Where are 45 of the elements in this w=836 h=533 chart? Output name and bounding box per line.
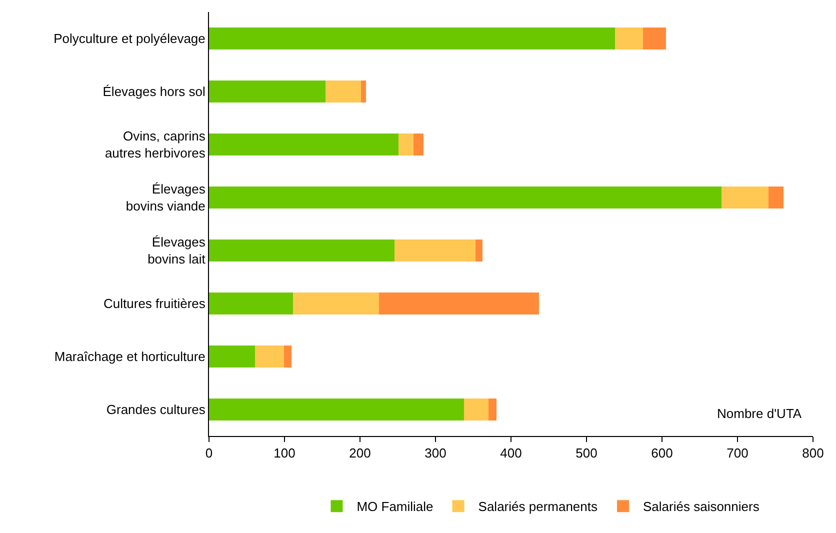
bar [209,27,616,50]
x-tick-label: 800 [802,446,824,461]
bar [476,239,482,262]
bar [394,239,476,262]
bar [768,186,784,209]
bar [209,80,326,103]
y-tick-label: Maraîchage et horticulture [54,349,206,364]
bar [414,133,424,156]
x-tick-label: 500 [576,446,598,461]
bar [643,27,666,50]
legend-label: Salariés permanents [478,499,598,514]
y-tick-label: Élevages hors sol [102,84,206,100]
bar [722,186,768,209]
bar [209,133,399,156]
y-tick-label: Grandes cultures [106,402,206,418]
y-tick-label: Cultures fruitières [104,296,206,312]
bar [464,398,488,421]
x-tick-label: 700 [726,446,748,461]
x-tick-label: 100 [274,446,296,461]
x-tick-label: 300 [424,446,446,461]
legend-label: Salariés saisonniers [643,499,760,514]
y-tick-label: Ovins, caprins autres herbivores [104,128,206,160]
bar [378,292,539,315]
bar [360,80,366,103]
bar [398,133,414,156]
bar [284,345,292,368]
x-tick-label: 0 [205,446,213,461]
x-tick-label: 600 [651,446,673,461]
y-tick-label: Élevages bovins lait [148,234,206,266]
bar [488,398,497,421]
bar [325,80,361,103]
legend-label: MO Familiale [356,499,434,514]
y-tick-label: Polyculture et polyélevage [54,31,206,46]
bar [209,345,256,368]
y-tick-label: Élevages bovins viande [126,182,206,214]
x-tick-label: 200 [349,446,371,461]
bar [209,292,293,315]
bar [292,292,379,315]
bar [255,345,284,368]
bar [209,239,395,262]
bar [209,398,464,421]
x-tick-label: 400 [500,446,522,461]
bar [209,186,722,209]
x-axis-title: Nombre d'UTA [717,406,802,421]
bar [615,27,644,50]
